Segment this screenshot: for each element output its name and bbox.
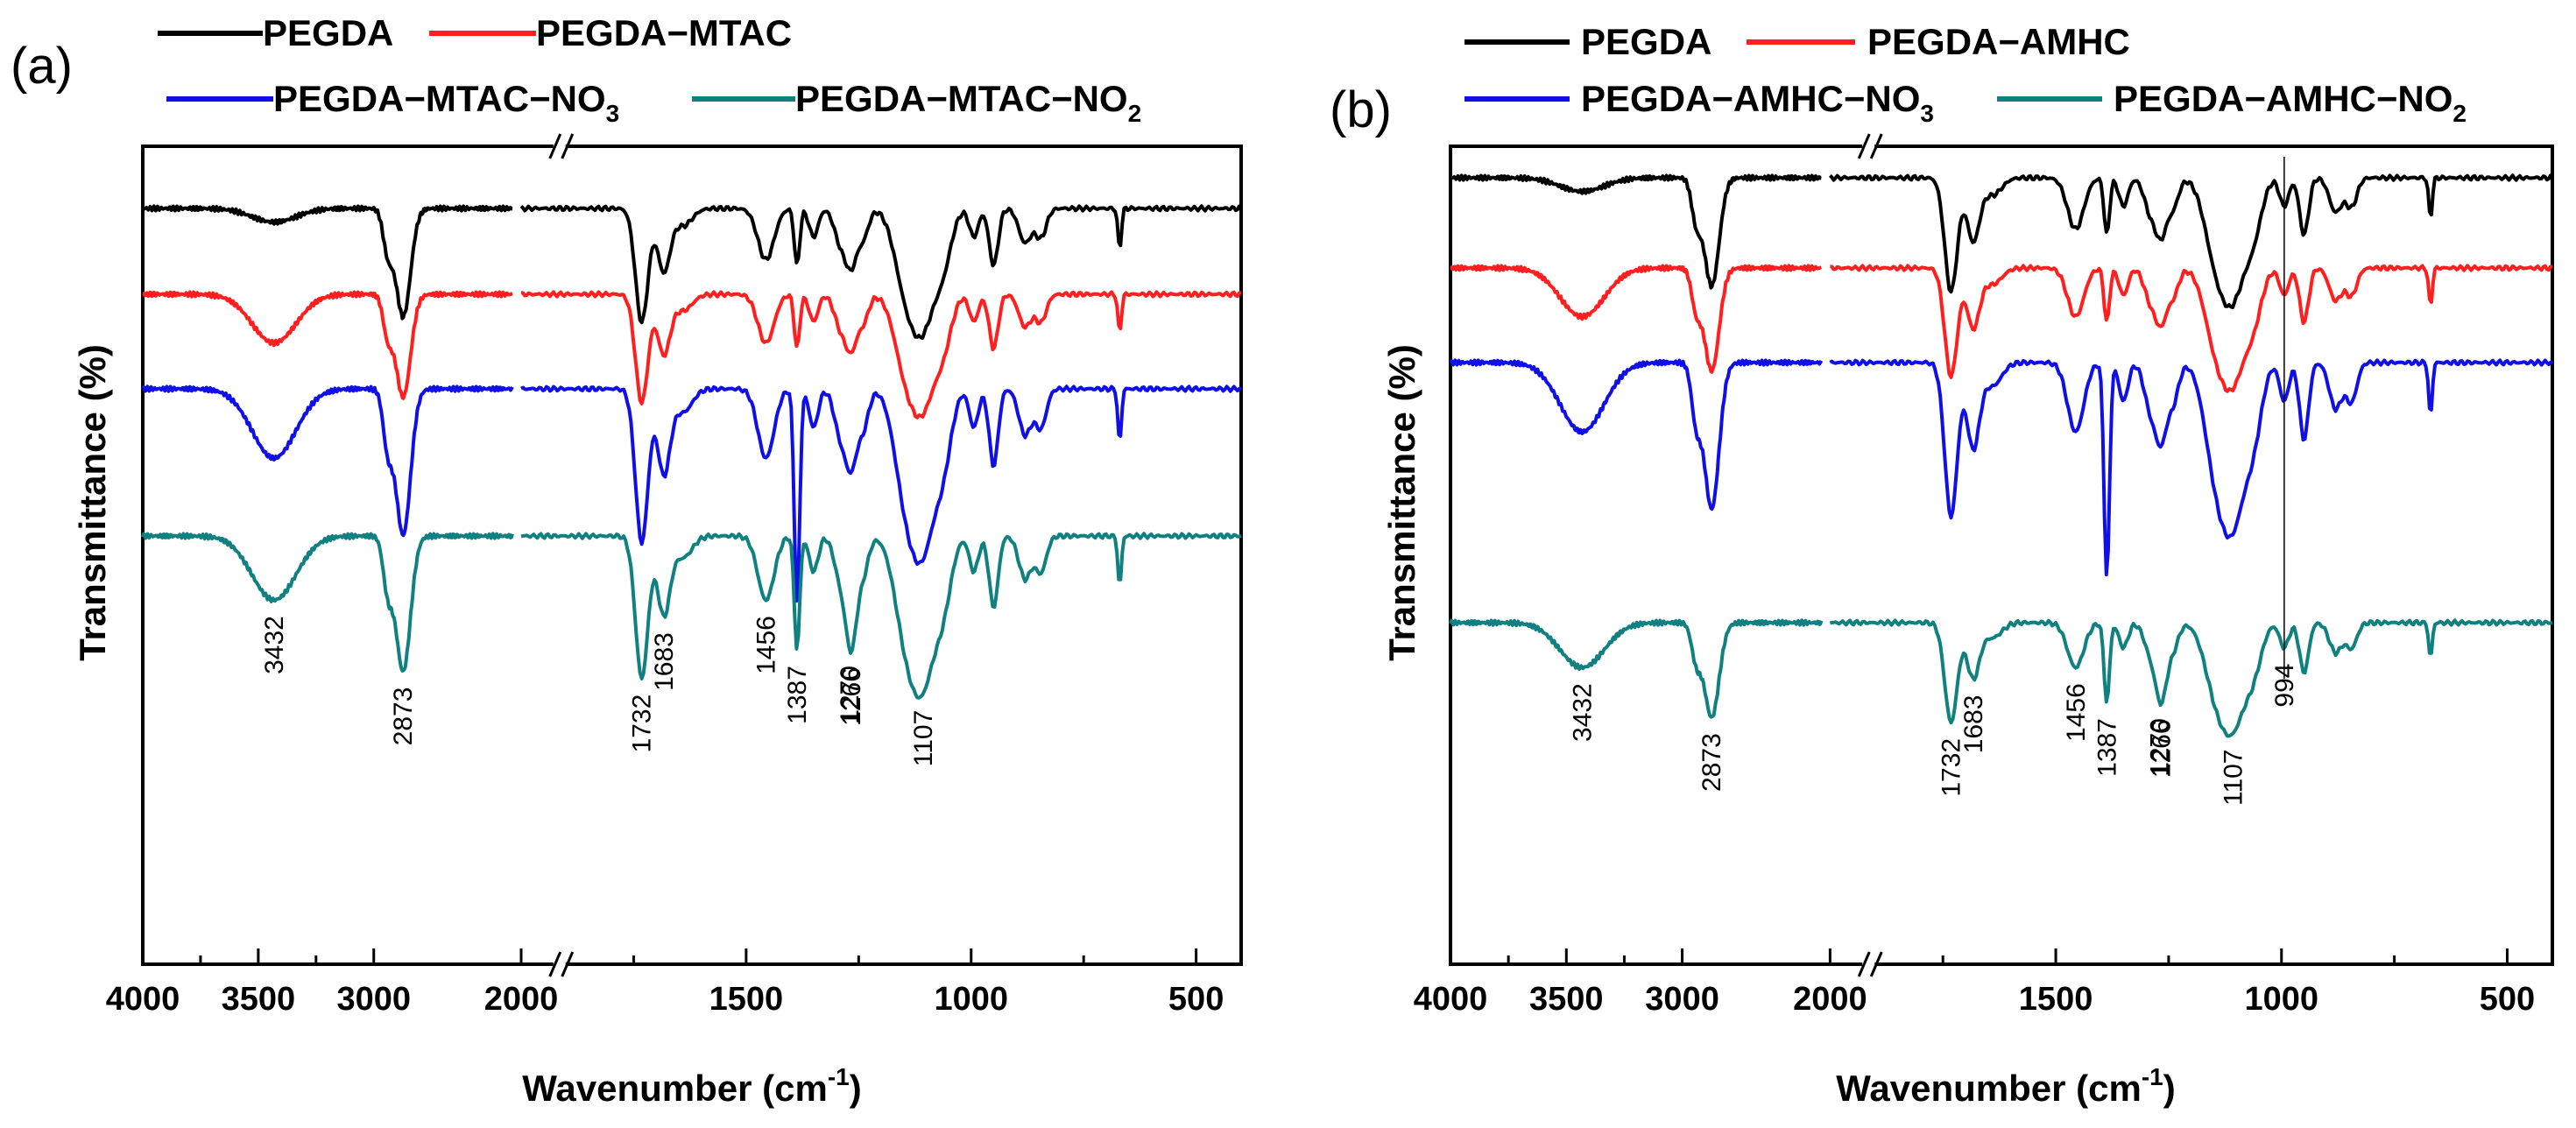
series-line-2-seg0 <box>141 384 514 538</box>
series-line-0-seg1 <box>1828 173 2554 309</box>
x-tick-label: 3500 <box>1529 981 1604 1018</box>
panel-b: (b) 4000 3500 3000 2000 1500 1000 500 Wavenumber… <box>1330 21 2554 1109</box>
x-tick-label: 3500 <box>222 981 296 1018</box>
peak-label: 1107 <box>909 710 938 767</box>
axis-break-mark <box>1857 133 1871 159</box>
peak-label: 1266 <box>2148 719 2177 778</box>
legend-label: PEGDA−AMHC−NO3 <box>1581 78 1934 127</box>
plot-frame <box>1449 145 2554 966</box>
x-tick-label: 1500 <box>2019 981 2093 1018</box>
x-tick-label: 1500 <box>709 981 784 1018</box>
series-line-2-seg0 <box>1449 358 1824 511</box>
x-tick-label: 500 <box>1168 981 1224 1018</box>
legend-label: PEGDA−MTAC−NO2 <box>795 78 1141 127</box>
peak-label: 1456 <box>752 616 780 674</box>
peak-label: 1270 <box>2146 718 2175 777</box>
x-tick-label: 1000 <box>2244 981 2318 1018</box>
panel-a: (a) 4000 3500 3000 2000 1500 1000 500 Wavenumber… <box>11 12 1243 1109</box>
series-line-3-seg0 <box>1449 618 1824 719</box>
series-line-3-seg1 <box>1829 618 2553 738</box>
series-line-1-seg0 <box>142 290 513 400</box>
peak-label: 1270 <box>836 666 865 724</box>
peak-label: 1456 <box>2062 683 2091 742</box>
x-tick-label: 2000 <box>484 981 559 1018</box>
peak-label: 1683 <box>650 632 679 691</box>
x-tick-label: 2000 <box>1793 981 1867 1018</box>
peak-label: 2873 <box>389 687 418 746</box>
axis-break-mark <box>561 133 575 159</box>
axis-break-mark <box>548 133 562 159</box>
peak-label: 1387 <box>2093 718 2121 777</box>
peak-label: 1266 <box>837 667 866 726</box>
legend-label: PEGDA−AMHC−NO2 <box>2114 78 2467 127</box>
panel-letter: (a) <box>11 38 73 95</box>
x-tick-label: 4000 <box>1414 981 1488 1018</box>
x-tick-label: 4000 <box>106 981 180 1018</box>
peak-label: 1683 <box>1959 695 1988 754</box>
series-line-1-seg1 <box>1830 264 2553 393</box>
x-tick-label: 500 <box>2480 981 2535 1018</box>
peak-label: 3432 <box>1568 683 1597 742</box>
legend-label: PEGDA <box>263 12 393 53</box>
axis-break-mark <box>1869 951 1883 977</box>
series-line-1-seg1 <box>520 290 1242 419</box>
panel-letter: (b) <box>1330 81 1392 138</box>
peak-label: 1387 <box>783 666 812 724</box>
legend-label: PEGDA−MTAC−NO3 <box>273 78 619 127</box>
y-axis-label: Transmittance (%) <box>1381 344 1422 661</box>
x-tick-label: 1000 <box>934 981 1008 1018</box>
axis-break-mark <box>1869 133 1883 159</box>
peak-label: 1107 <box>2220 749 2248 806</box>
x-tick-label: 3000 <box>1645 981 1719 1018</box>
legend-label: PEGDA−MTAC <box>536 12 792 53</box>
plot-frame <box>141 145 1243 966</box>
peak-label: 1732 <box>628 694 657 753</box>
peak-label: 2873 <box>1697 733 1726 792</box>
axis-break-mark <box>548 951 562 977</box>
series-line-0-seg0 <box>1450 173 1823 290</box>
x-tick-label: 3000 <box>336 981 411 1018</box>
axis-break-mark <box>1857 951 1871 977</box>
legend-label: PEGDA <box>1581 21 1711 62</box>
series-line-1-seg0 <box>1450 264 1823 374</box>
series-line-0-seg1 <box>519 204 1243 340</box>
series-line-2-seg1 <box>520 384 1243 603</box>
x-axis-label: Wavenumber (cm-1) <box>522 1063 861 1109</box>
series-line-3-seg0 <box>141 532 514 673</box>
series-line-0-seg0 <box>142 204 513 321</box>
axis-break-mark <box>561 951 575 977</box>
peak-label: 1732 <box>1937 738 1966 797</box>
y-axis-label: Transmittance (%) <box>72 344 113 661</box>
x-axis-label: Wavenumber (cm-1) <box>1836 1063 2175 1109</box>
legend-label: PEGDA−AMHC <box>1867 21 2130 62</box>
series-line-2-seg1 <box>1829 358 2554 577</box>
series-line-3-seg1 <box>520 532 1242 700</box>
peak-label: 3432 <box>260 616 289 674</box>
